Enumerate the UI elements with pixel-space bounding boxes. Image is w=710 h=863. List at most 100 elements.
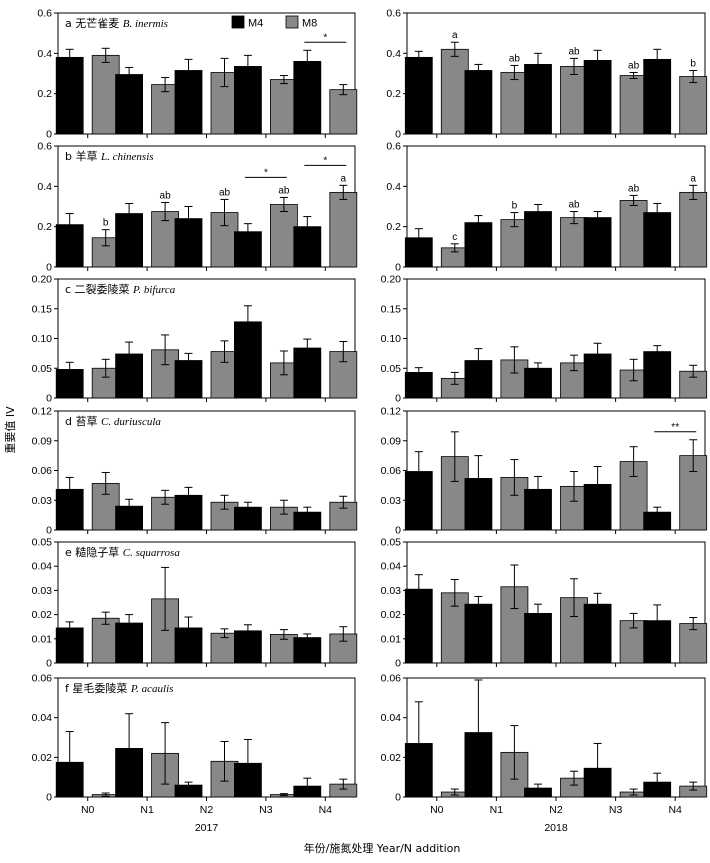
- error-bar-M4-N0: [65, 361, 74, 378]
- error-bar-M8-N3: [279, 793, 288, 797]
- x-tick-label: N1: [140, 804, 154, 816]
- y-tick-label: 0.12: [32, 406, 53, 418]
- panel-frame: [406, 677, 706, 798]
- error-bar-M4-N4: [653, 345, 662, 359]
- error-bar-M8-N4: [689, 617, 698, 631]
- y-tick-label: 0: [46, 525, 52, 537]
- panel-b-2017: 0 0.2 0.4 0.6 b ab ab ab a * * b 羊草 L. chinensis: [37, 141, 358, 274]
- y-tick-label: 0.05: [32, 363, 53, 375]
- group-letter: c: [452, 232, 457, 243]
- panel-title: a 无芒雀麦 B. inermis: [65, 17, 168, 30]
- error-bar-M4-N4: [653, 772, 662, 792]
- bar-M8-N0: [91, 617, 120, 664]
- bar-M8-N3: [269, 362, 298, 399]
- error-bar-M4-N0: [65, 476, 74, 502]
- error-bar-M4-N4: [303, 49, 312, 73]
- error-bar-M4-N0: [65, 48, 74, 66]
- group-letter: b: [512, 201, 518, 212]
- error-bar-M8-N2: [220, 198, 229, 227]
- y-tick-label: 0.04: [32, 561, 53, 573]
- error-bar-M4-N4: [653, 202, 662, 223]
- panel-title: c 二裂委陵菜 P. bifurca: [65, 283, 176, 296]
- y-tick-label: 0: [395, 262, 401, 274]
- y-tick-label: 0: [46, 262, 52, 274]
- legend-swatch-M4: [231, 15, 245, 29]
- bar-M4-N2: [524, 64, 552, 135]
- x-tick-label: N2: [200, 804, 214, 816]
- y-tick-label: 0.12: [381, 406, 402, 418]
- panel-e-2018: 0 0.01 0.02 0.03 0.04 0.05: [381, 537, 708, 670]
- error-bar-M4-N1: [125, 614, 134, 633]
- bar-M8-N4: [679, 76, 708, 135]
- bar-M8-N4: [679, 623, 708, 664]
- error-bar-M4-N0: [414, 701, 423, 786]
- error-bar-M4-N3: [243, 305, 252, 339]
- error-bar-M4-N4: [303, 633, 312, 642]
- error-bar-M8-N3: [629, 71, 638, 80]
- y-tick-label: 0.03: [381, 495, 402, 507]
- error-bar-M8-N2: [220, 740, 229, 782]
- error-bar-M8-N2: [570, 211, 578, 225]
- bar-M8-N4: [329, 89, 358, 135]
- y-tick-label: 0.15: [381, 303, 402, 315]
- bar-M8-N2: [210, 632, 239, 664]
- y-tick-label: 0.2: [386, 221, 401, 233]
- y-tick-label: 0.4: [386, 48, 401, 60]
- error-bar-M8-N4: [339, 626, 348, 642]
- plot-area: 0 0.2 0.4 0.6 * a 无芒雀麦 B. inermis 0 0.2 0.4 0.6 a a…: [32, 8, 708, 834]
- y-tick-label: 0.03: [381, 585, 402, 597]
- bar-M4-N2: [524, 211, 552, 268]
- error-bar-M4-N4: [653, 506, 662, 518]
- error-bar-M8-N1: [510, 212, 519, 228]
- error-bar-M8-N3: [629, 612, 638, 629]
- error-bar-M8-N0: [450, 788, 459, 796]
- year-label: 2018: [544, 822, 568, 834]
- error-bar-M8-N0: [450, 431, 459, 482]
- bar-M8-N1: [500, 72, 529, 135]
- error-bar-M4-N3: [243, 501, 252, 513]
- y-tick-label: 0: [46, 658, 52, 670]
- error-bar-M8-N1: [161, 566, 170, 631]
- error-bar-M4-N2: [534, 783, 542, 793]
- y-tick-label: 0.6: [386, 8, 401, 20]
- error-bar-M4-N1: [125, 713, 134, 784]
- error-bar-M4-N3: [243, 738, 252, 788]
- panel-title: e 糙隐子草 C. squarrosa: [65, 545, 180, 559]
- y-tick-label: 0: [395, 129, 401, 141]
- error-bar-M4-N0: [414, 50, 423, 64]
- error-bar-M4-N4: [653, 48, 662, 70]
- error-bar-M8-N4: [689, 364, 698, 378]
- error-bar-M8-N0: [101, 47, 110, 63]
- y-tick-label: 0.2: [386, 88, 401, 100]
- y-tick-label: 0: [395, 658, 401, 670]
- y-tick-label: 0.05: [381, 363, 402, 375]
- error-bar-M8-N2: [570, 57, 578, 76]
- error-bar-M4-N1: [474, 348, 483, 373]
- bar-M8-N3: [619, 200, 648, 268]
- error-bar-M8-N0: [101, 229, 110, 247]
- error-bar-M8-N4: [689, 781, 698, 791]
- legend-swatch-M8: [285, 15, 299, 29]
- error-bar-M4-N2: [534, 362, 542, 375]
- y-tick-label: 0.10: [32, 333, 53, 345]
- error-bar-M4-N0: [414, 367, 423, 378]
- group-letter: a: [690, 173, 696, 184]
- x-tick-label: N2: [549, 804, 563, 816]
- error-bar-M8-N3: [279, 499, 288, 515]
- legend: M4 M8: [231, 15, 317, 30]
- y-tick-label: 0.2: [37, 221, 52, 233]
- panel-title: b 羊草 L. chinensis: [65, 149, 154, 163]
- error-bar-M8-N3: [629, 446, 638, 477]
- y-tick-label: 0: [46, 792, 52, 804]
- year-label: 2017: [195, 822, 219, 834]
- x-tick-label: N1: [490, 804, 504, 816]
- error-bar-M4-N1: [474, 63, 483, 78]
- group-letter: ab: [628, 183, 640, 194]
- error-bar-M8-N0: [450, 243, 459, 253]
- error-bar-M8-N1: [510, 564, 519, 610]
- error-bar-M8-N3: [629, 194, 638, 206]
- bar-M8-N4: [329, 191, 358, 268]
- group-letter: ab: [219, 187, 231, 198]
- y-tick-label: 0.4: [386, 181, 401, 193]
- bar-M4-N3: [583, 59, 612, 135]
